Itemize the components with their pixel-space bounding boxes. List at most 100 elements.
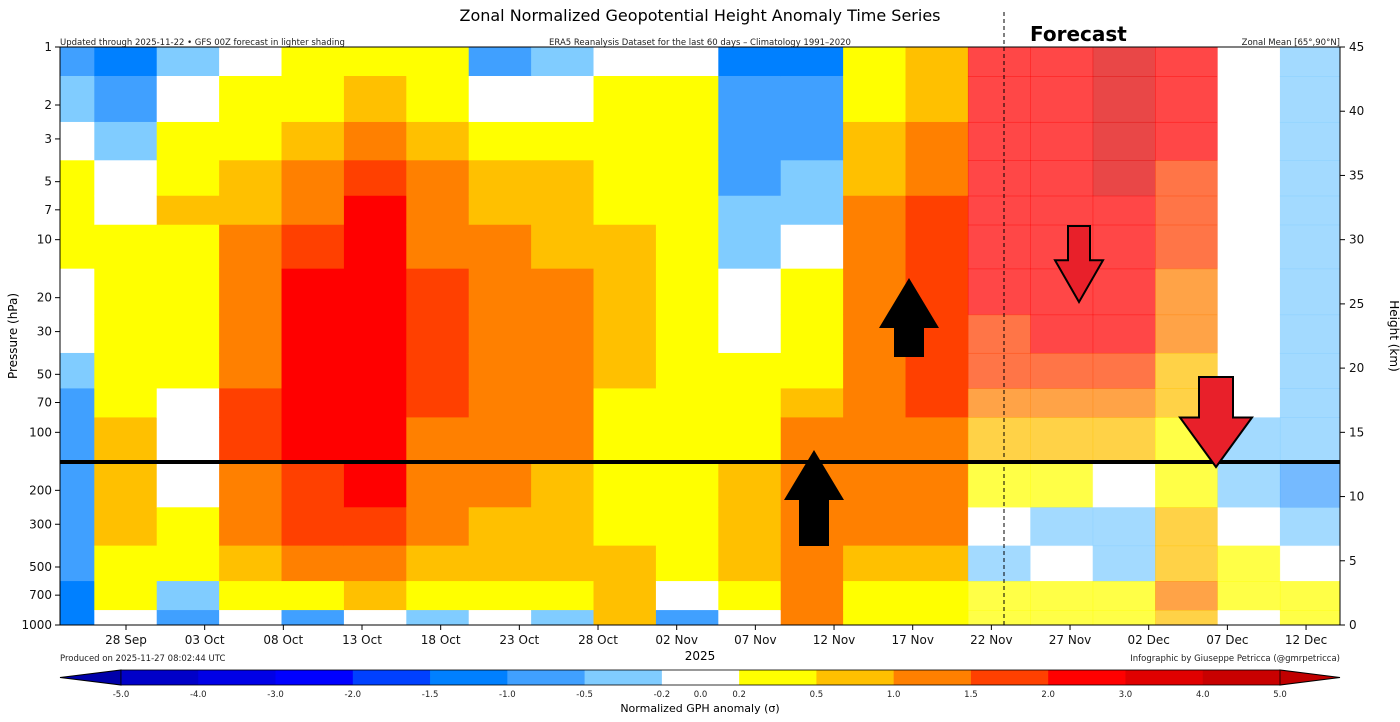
- heatmap-cell: [281, 545, 345, 582]
- heatmap-cell: [1279, 160, 1341, 197]
- colorbar-tick-label: -3.0: [267, 690, 284, 700]
- colorbar-swatch: [661, 670, 740, 685]
- heatmap-cell: [1217, 545, 1281, 582]
- heatmap-cell: [718, 581, 782, 611]
- heatmap-cell: [655, 417, 719, 462]
- heatmap-cell: [905, 388, 969, 418]
- colorbar-swatch: [121, 670, 199, 685]
- heatmap-cell: [281, 121, 345, 161]
- colorbar-tick-label: 4.0: [1196, 690, 1210, 700]
- heatmap-cell: [843, 160, 907, 197]
- heatmap-cell: [1279, 417, 1341, 462]
- heatmap-cell: [780, 224, 844, 270]
- heatmap-cell: [281, 314, 345, 354]
- heatmap-cell: [1279, 581, 1341, 611]
- heatmap-cell: [905, 75, 969, 123]
- heatmap-cell: [94, 545, 158, 582]
- heatmap-cell: [593, 121, 657, 161]
- heatmap-cell: [343, 195, 407, 226]
- heatmap-cell: [156, 507, 220, 547]
- heatmap-cell: [406, 417, 470, 462]
- heatmap-cell: [531, 417, 595, 462]
- heatmap-cell: [281, 268, 345, 316]
- colorbar-swatch: [1048, 670, 1126, 685]
- heatmap-cell: [1030, 610, 1094, 626]
- heatmap-cell: [967, 75, 1031, 123]
- heatmap-cell: [1279, 545, 1341, 582]
- y-tick-label: 100: [29, 425, 52, 439]
- colorbar-tick-label: -0.5: [576, 690, 593, 700]
- heatmap-cell: [94, 388, 158, 418]
- heatmap-cell: [1092, 417, 1156, 462]
- heatmap-cell: [94, 610, 158, 626]
- heatmap-cell: [60, 507, 95, 547]
- heatmap-cell: [343, 388, 407, 418]
- heatmap-cell: [780, 47, 844, 77]
- heatmap-cell: [156, 268, 220, 316]
- heatmap-cell: [593, 314, 657, 354]
- heatmap-cell: [1279, 507, 1341, 547]
- colorbar-swatch: [893, 670, 972, 685]
- heatmap-cell: [593, 195, 657, 226]
- heatmap-cell: [343, 121, 407, 161]
- heatmap-cell: [1217, 314, 1281, 354]
- axes: 28 Sep 03 Oct 08 Oct 13 Oct 18 Oct 23 Oct 28 O…: [21, 40, 1364, 647]
- heatmap-cell: [343, 268, 407, 316]
- colorbar-swatch: [1202, 670, 1281, 685]
- heatmap-cell: [655, 314, 719, 354]
- heatmap-cell: [655, 47, 719, 77]
- heatmap-cell: [1155, 314, 1219, 354]
- y-tick-label: 50: [37, 367, 52, 381]
- heatmap-cell: [1279, 461, 1341, 508]
- y2-tick-label: 0: [1349, 618, 1357, 632]
- heatmap-cell: [156, 160, 220, 197]
- heatmap-cell: [468, 75, 532, 123]
- heatmap-cell: [219, 545, 283, 582]
- heatmap-cell: [468, 545, 532, 582]
- heatmap-cell: [655, 75, 719, 123]
- heatmap-cell: [94, 195, 158, 226]
- heatmap-cell: [219, 417, 283, 462]
- x-tick-label: 08 Oct: [263, 633, 303, 647]
- y2-tick-label: 25: [1349, 297, 1364, 311]
- subtitle-center: ERA5 Reanalysis Dataset for the last 60 …: [549, 38, 851, 48]
- y-tick-label: 1: [44, 40, 52, 54]
- heatmap-cell: [281, 461, 345, 508]
- heatmap-cell: [94, 160, 158, 197]
- y-tick-label: 500: [29, 560, 52, 574]
- heatmap-cell: [531, 461, 595, 508]
- y-tick-label: 30: [37, 325, 52, 339]
- heatmap-cell: [1030, 507, 1094, 547]
- heatmap-cell: [1092, 352, 1156, 389]
- heatmap-cell: [531, 75, 595, 123]
- heatmap-cell: [1279, 268, 1341, 316]
- heatmap-cell: [1030, 121, 1094, 161]
- x-tick-label: 22 Nov: [970, 633, 1013, 647]
- heatmap-cell: [593, 224, 657, 270]
- subtitle-right: Zonal Mean [65°,90°N]: [1242, 38, 1340, 48]
- heatmap-cell: [593, 75, 657, 123]
- heatmap-cell: [1217, 195, 1281, 226]
- y2-axis-label: Height (km): [1387, 300, 1400, 371]
- heatmap-cell: [1030, 581, 1094, 611]
- colorbar-tick-label: -5.0: [113, 690, 130, 700]
- heatmap-cell: [843, 545, 907, 582]
- heatmap-cell: [60, 121, 95, 161]
- heatmap-cell: [156, 314, 220, 354]
- heatmap-cell: [1092, 461, 1156, 508]
- heatmap-cell: [1092, 610, 1156, 626]
- x-tick-label: 02 Nov: [655, 633, 698, 647]
- heatmap-cell: [219, 461, 283, 508]
- heatmap-cell: [1155, 224, 1219, 270]
- heatmap-cell: [905, 507, 969, 547]
- heatmap-cell: [406, 121, 470, 161]
- heatmap-cell: [1217, 581, 1281, 611]
- credit-note: Infographic by Giuseppe Petricca (@gmrpe…: [1130, 654, 1340, 664]
- heatmap-cell: [905, 545, 969, 582]
- heatmap-cell: [219, 75, 283, 123]
- heatmap-cell: [718, 121, 782, 161]
- heatmap-cell: [343, 545, 407, 582]
- heatmap-cell: [1030, 195, 1094, 226]
- heatmap-cell: [343, 507, 407, 547]
- heatmap-cell: [531, 268, 595, 316]
